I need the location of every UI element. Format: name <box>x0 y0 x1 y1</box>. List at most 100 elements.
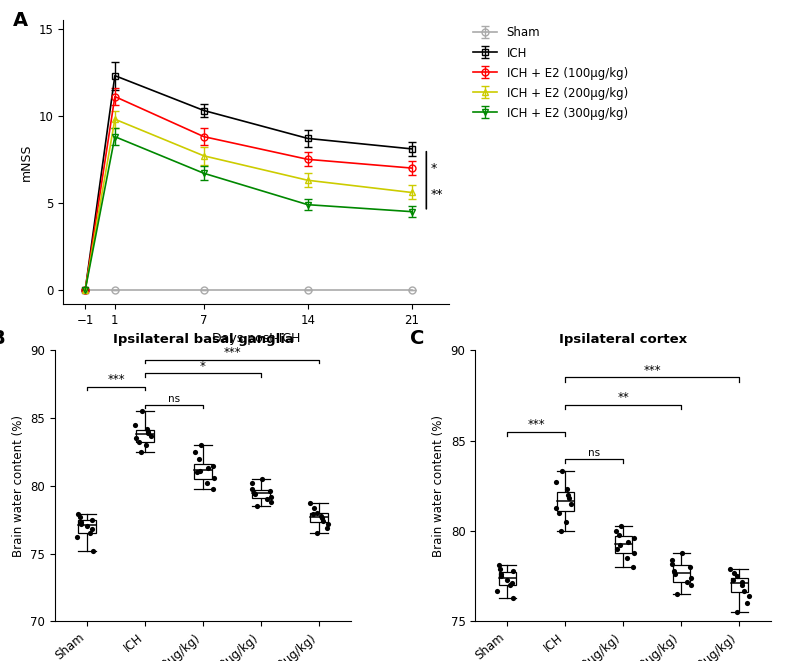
Point <box>72 509 85 520</box>
Point <box>193 453 205 464</box>
Point <box>132 437 145 447</box>
Point <box>730 571 743 582</box>
Text: C: C <box>410 329 425 348</box>
Bar <box>556 492 574 511</box>
Text: A: A <box>13 11 28 30</box>
Point <box>741 598 753 609</box>
Point <box>615 520 627 531</box>
Bar <box>136 430 153 442</box>
Bar <box>194 464 212 479</box>
Point <box>129 420 142 430</box>
Point <box>74 512 87 522</box>
Point <box>495 569 508 580</box>
Point <box>191 467 204 477</box>
Point <box>622 537 634 547</box>
Point <box>506 578 519 589</box>
Point <box>671 589 683 600</box>
Point <box>627 533 640 543</box>
Point <box>71 532 83 543</box>
Y-axis label: Brain water content (%): Brain water content (%) <box>432 415 445 557</box>
Point <box>207 473 220 483</box>
Point <box>726 574 739 585</box>
Point <box>265 491 278 502</box>
Point <box>246 478 258 488</box>
Point <box>550 502 563 513</box>
Point <box>724 564 737 574</box>
Point <box>685 572 698 583</box>
Point <box>667 565 680 576</box>
Point <box>310 528 323 539</box>
Point <box>565 498 578 509</box>
Point <box>555 525 567 536</box>
Point <box>609 525 622 536</box>
Point <box>75 518 87 529</box>
Point <box>308 502 320 513</box>
Point <box>613 529 626 540</box>
Y-axis label: mNSS: mNSS <box>20 143 33 180</box>
Point <box>562 493 575 504</box>
Point <box>139 440 152 451</box>
Text: ***: *** <box>644 364 661 377</box>
Point <box>322 518 334 529</box>
Legend: Sham, ICH, ICH + E2 (100μg/kg), ICH + E2 (200μg/kg), ICH + E2 (300μg/kg): Sham, ICH, ICH + E2 (100μg/kg), ICH + E2… <box>470 23 631 124</box>
Text: ns: ns <box>588 448 600 458</box>
Point <box>130 433 142 444</box>
Point <box>307 509 320 520</box>
Text: ***: *** <box>107 373 125 386</box>
Point <box>549 477 562 488</box>
Point <box>681 576 693 587</box>
Point <box>207 460 220 471</box>
Point <box>320 523 333 533</box>
Point <box>145 430 157 441</box>
Point <box>86 514 98 525</box>
Point <box>81 521 94 531</box>
Point <box>83 528 96 539</box>
Point <box>504 580 516 590</box>
X-axis label: Days post-ICH: Days post-ICH <box>212 332 300 345</box>
Point <box>507 592 519 603</box>
Point <box>626 562 639 572</box>
Bar <box>310 513 328 522</box>
Point <box>491 586 504 596</box>
Point <box>728 567 741 578</box>
Bar <box>730 578 748 592</box>
Point <box>560 517 572 527</box>
Text: ***: *** <box>224 346 241 359</box>
Point <box>135 447 147 457</box>
Point <box>310 508 323 518</box>
Point <box>194 465 206 476</box>
Point <box>621 553 634 563</box>
Point <box>676 547 689 558</box>
Point <box>611 544 624 555</box>
Point <box>264 486 276 496</box>
Point <box>735 576 748 587</box>
Text: ***: *** <box>527 418 545 431</box>
Text: **: ** <box>618 391 629 404</box>
Point <box>666 555 678 565</box>
Bar <box>673 565 690 582</box>
Point <box>684 562 696 572</box>
Point <box>614 540 626 551</box>
Point <box>669 569 682 580</box>
Point <box>494 564 507 574</box>
Bar <box>615 537 632 553</box>
Point <box>627 547 640 558</box>
Point <box>250 501 263 512</box>
Point <box>86 524 98 535</box>
Point <box>201 463 214 473</box>
Point <box>742 591 755 602</box>
Point <box>194 440 207 451</box>
Point <box>737 586 750 596</box>
Text: *: * <box>430 161 437 175</box>
Point <box>317 516 330 526</box>
Text: B: B <box>0 329 5 348</box>
Point <box>256 474 268 485</box>
Point <box>730 607 743 617</box>
Point <box>666 559 678 569</box>
Point <box>246 483 258 494</box>
Point <box>501 574 513 585</box>
Point <box>556 466 568 477</box>
Text: *: * <box>200 360 206 373</box>
Point <box>189 447 201 457</box>
Point <box>560 484 573 494</box>
